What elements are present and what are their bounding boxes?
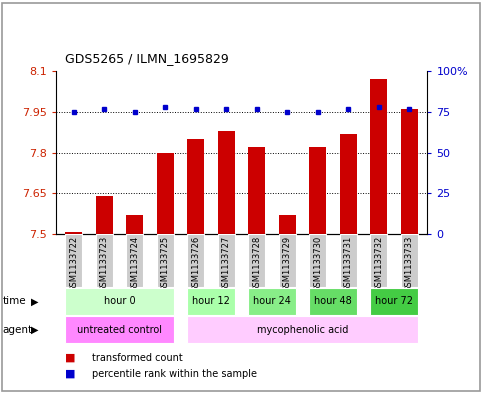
Text: time: time [2,296,26,307]
FancyBboxPatch shape [66,316,174,343]
Text: GSM1133725: GSM1133725 [161,236,170,292]
Bar [248,147,265,234]
FancyBboxPatch shape [248,288,296,315]
Bar [309,147,326,234]
FancyBboxPatch shape [370,234,387,287]
FancyBboxPatch shape [370,288,417,315]
FancyBboxPatch shape [340,234,356,287]
Text: GSM1133722: GSM1133722 [70,236,78,292]
Text: GSM1133731: GSM1133731 [344,236,353,292]
Text: GSM1133724: GSM1133724 [130,236,139,292]
FancyBboxPatch shape [187,316,417,343]
Text: transformed count: transformed count [92,353,183,363]
Text: hour 0: hour 0 [104,296,135,307]
Bar [340,134,356,234]
Text: ■: ■ [65,353,76,363]
FancyBboxPatch shape [187,288,235,315]
Bar [127,215,143,234]
Text: ▶: ▶ [31,325,39,335]
Text: hour 48: hour 48 [314,296,352,307]
Text: GDS5265 / ILMN_1695829: GDS5265 / ILMN_1695829 [65,52,229,65]
FancyBboxPatch shape [96,234,113,287]
Text: hour 12: hour 12 [192,296,230,307]
Bar [218,131,235,234]
FancyBboxPatch shape [66,288,174,315]
FancyBboxPatch shape [401,234,417,287]
Text: ▶: ▶ [31,296,39,307]
Bar [157,153,174,234]
Bar [96,196,113,234]
Text: GSM1133732: GSM1133732 [374,236,383,292]
Text: hour 72: hour 72 [375,296,413,307]
Text: GSM1133729: GSM1133729 [283,236,292,292]
Text: GSM1133730: GSM1133730 [313,236,322,292]
FancyBboxPatch shape [157,234,174,287]
Bar [401,109,417,234]
FancyBboxPatch shape [218,234,235,287]
FancyBboxPatch shape [66,234,82,287]
Text: hour 24: hour 24 [253,296,291,307]
Text: untreated control: untreated control [77,325,162,335]
Bar [66,231,82,234]
Bar [187,139,204,234]
Text: percentile rank within the sample: percentile rank within the sample [92,369,257,379]
Text: GSM1133727: GSM1133727 [222,236,231,292]
Text: ■: ■ [65,369,76,379]
Text: GSM1133733: GSM1133733 [405,236,413,292]
Bar [370,79,387,234]
Text: mycophenolic acid: mycophenolic acid [257,325,348,335]
FancyBboxPatch shape [187,234,204,287]
FancyBboxPatch shape [309,234,326,287]
FancyBboxPatch shape [248,234,265,287]
FancyBboxPatch shape [279,234,296,287]
Text: GSM1133726: GSM1133726 [191,236,200,292]
Bar [279,215,296,234]
FancyBboxPatch shape [127,234,143,287]
Text: GSM1133723: GSM1133723 [100,236,109,292]
Text: GSM1133728: GSM1133728 [252,236,261,292]
Text: agent: agent [2,325,32,335]
FancyBboxPatch shape [309,288,356,315]
